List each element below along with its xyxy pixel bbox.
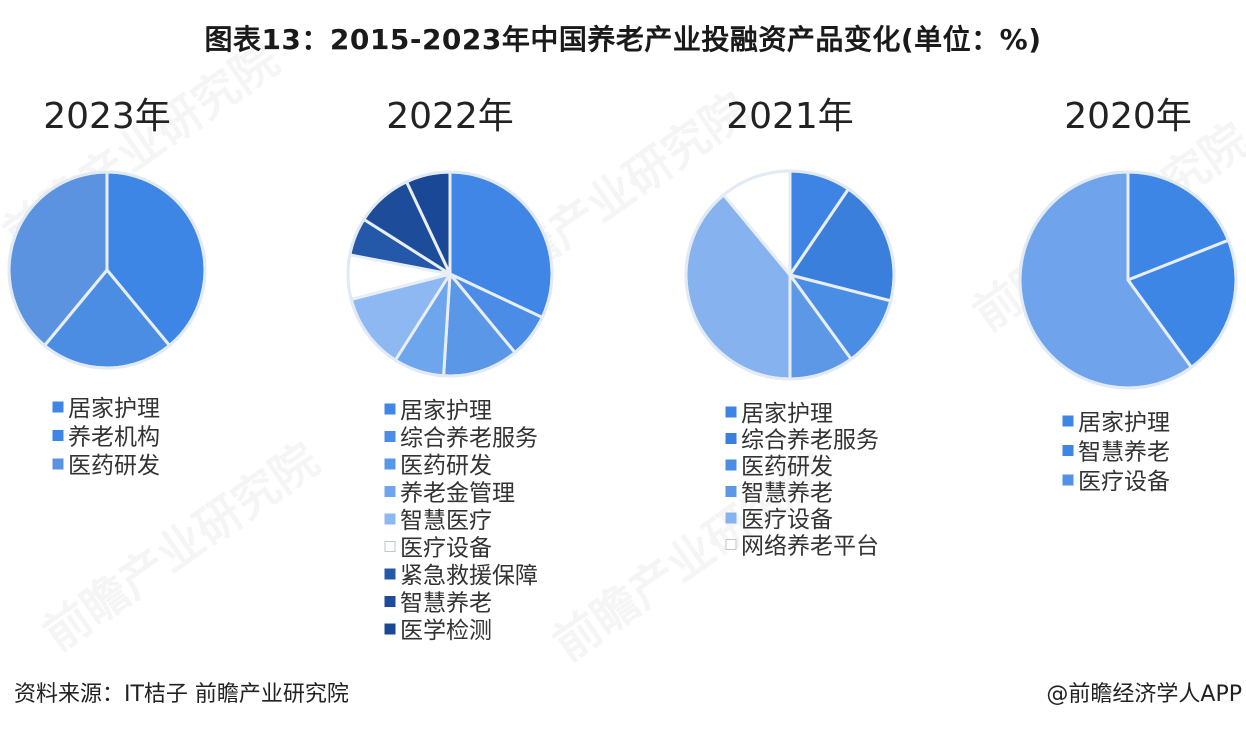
legend-swatch: [384, 623, 396, 635]
legend-swatch: [725, 406, 737, 418]
legend-swatch: [1062, 474, 1074, 486]
legend-swatch: [384, 596, 396, 607]
pie-title: 2023年: [43, 96, 171, 137]
pie-outline: [1018, 170, 1238, 390]
legend-label: 居家护理: [741, 401, 833, 427]
legend-swatch: [384, 513, 396, 525]
legend-swatch: [1062, 415, 1074, 427]
chart-title: 图表13：2015-2023年中国养老产业投融资产品变化(单位：%): [204, 23, 1042, 56]
legend-swatch: [384, 541, 396, 552]
legend-label: 综合养老服务: [400, 426, 538, 452]
legend-swatch: [725, 459, 737, 471]
pie-outline: [7, 170, 207, 370]
legend-swatch: [384, 403, 396, 415]
pie-outline: [346, 170, 554, 378]
pie-title: 2021年: [726, 96, 854, 137]
legend-swatch: [384, 486, 396, 497]
legend-swatch: [725, 486, 737, 497]
legend-swatch: [725, 539, 737, 550]
legend-label: 居家护理: [68, 396, 160, 422]
legend-label: 养老金管理: [400, 481, 515, 507]
source-note: 资料来源：IT桔子 前瞻产业研究院: [14, 682, 349, 707]
legend-label: 医药研发: [741, 454, 833, 480]
legend-swatch: [384, 431, 396, 442]
legend-swatch: [1062, 445, 1074, 456]
legend-swatch: [725, 512, 737, 524]
legend-swatch: [52, 401, 64, 413]
legend-label: 紧急救援保障: [400, 563, 538, 589]
pie-group: 2023年 2022年 2021年 2020年: [7, 96, 1238, 390]
legend-label: 综合养老服务: [741, 428, 879, 454]
legend-label: 医学检测: [400, 618, 492, 644]
legend-label: 医疗设备: [1078, 469, 1170, 495]
legend-swatch: [52, 430, 64, 441]
legend-label: 养老机构: [68, 425, 160, 451]
pie-title: 2022年: [386, 96, 514, 137]
legend-group: 居家护理养老机构医药研发居家护理综合养老服务医药研发养老金管理智慧医疗医疗设备紧…: [52, 396, 1170, 644]
pie-outline: [684, 169, 896, 381]
legend-label: 医药研发: [68, 453, 160, 479]
legend-label: 网络养老平台: [741, 534, 879, 560]
legend-label: 医疗设备: [741, 507, 833, 533]
credit-note: @前瞻经济学人APP: [1046, 682, 1242, 707]
legend-label: 智慧医疗: [400, 508, 492, 534]
legend-label: 居家护理: [1078, 410, 1170, 436]
legend-swatch: [384, 458, 396, 470]
legend-label: 医药研发: [400, 453, 492, 479]
legend-label: 智慧养老: [741, 481, 833, 507]
legend-label: 医疗设备: [400, 536, 492, 562]
legend-swatch: [52, 458, 64, 470]
legend-label: 智慧养老: [400, 591, 492, 617]
legend-label: 智慧养老: [1078, 440, 1170, 466]
legend-swatch: [725, 433, 737, 444]
legend-swatch: [384, 568, 396, 580]
legend-label: 居家护理: [400, 398, 492, 424]
pie-title: 2020年: [1064, 96, 1192, 137]
